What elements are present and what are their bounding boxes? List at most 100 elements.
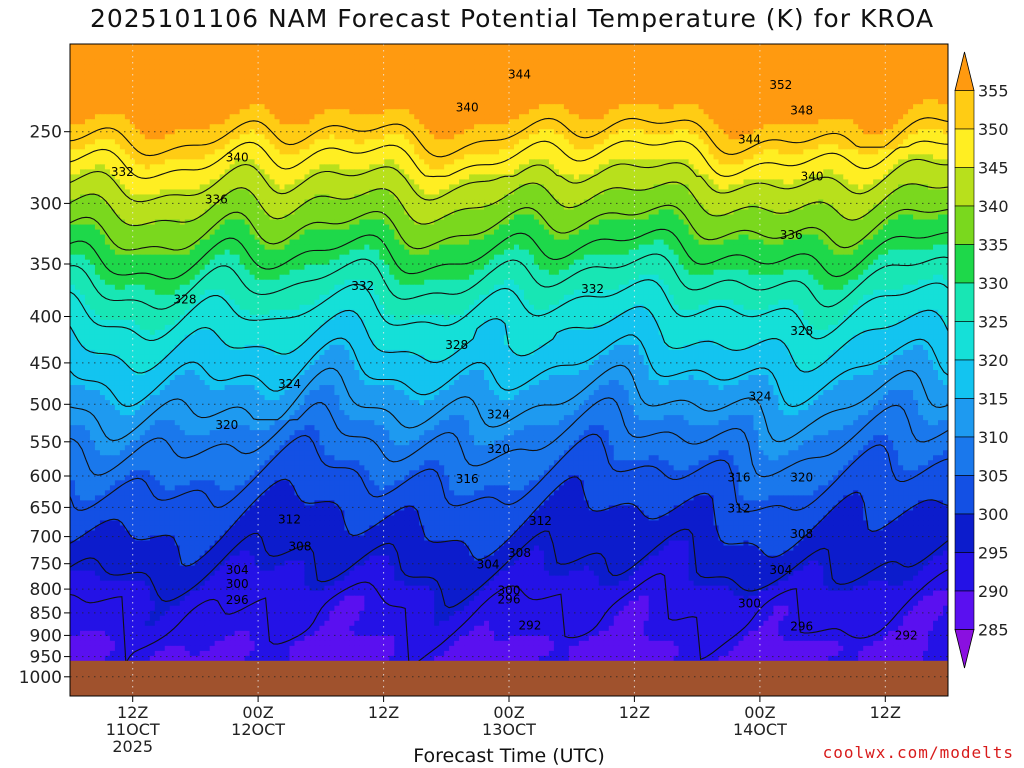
field-cell [793, 79, 799, 85]
field-cell [848, 119, 854, 125]
field-cell [429, 169, 435, 175]
field-cell [848, 94, 854, 100]
field-cell [928, 99, 934, 105]
field-cell [763, 84, 770, 90]
field-cell [808, 104, 814, 110]
field-cell [698, 154, 705, 160]
field-cell [903, 154, 909, 160]
field-cell [683, 94, 690, 100]
field-cell [873, 114, 879, 120]
field-cell [928, 54, 934, 60]
field-cell [259, 109, 266, 115]
field-cell [114, 119, 121, 125]
field-cell [843, 89, 849, 95]
field-cell [229, 174, 236, 181]
field-cell [618, 99, 625, 105]
field-cell [788, 119, 794, 125]
field-cell [928, 119, 934, 125]
field-cell [329, 129, 335, 135]
field-cell [898, 174, 904, 181]
field-cell [319, 164, 326, 170]
field-cell [643, 74, 650, 80]
field-cell [124, 139, 131, 145]
field-cell [289, 124, 296, 130]
field-cell [798, 74, 804, 80]
field-cell [903, 79, 909, 85]
field-cell [379, 114, 385, 120]
field-cell [893, 89, 899, 95]
field-cell [434, 119, 440, 125]
field-cell [808, 129, 814, 135]
field-cell [499, 59, 505, 65]
field-cell [84, 149, 91, 155]
field-cell [593, 54, 600, 60]
field-cell [194, 44, 201, 50]
field-cell [174, 69, 181, 75]
field-cell [568, 154, 575, 160]
field-cell [489, 54, 495, 60]
field-cell [553, 84, 560, 90]
field-cell [334, 154, 340, 160]
field-cell [703, 54, 710, 60]
field-cell [119, 154, 126, 160]
field-cell [878, 154, 884, 160]
field-cell [464, 149, 470, 155]
field-cell [194, 59, 201, 65]
field-cell [928, 64, 934, 70]
field-cell [439, 174, 445, 181]
field-cell [548, 149, 555, 155]
field-cell [843, 159, 849, 165]
field-cell [479, 149, 485, 155]
field-cell [134, 139, 141, 145]
field-cell [174, 129, 181, 135]
field-cell [359, 134, 365, 140]
field-cell [234, 84, 241, 90]
field-cell [908, 74, 914, 80]
field-cell [518, 144, 525, 150]
field-cell [414, 129, 420, 135]
field-cell [264, 84, 271, 90]
field-cell [558, 159, 565, 165]
field-cell [74, 94, 81, 100]
field-cell [449, 94, 455, 100]
field-cell [778, 119, 784, 125]
field-cell [808, 84, 814, 90]
field-cell [778, 64, 784, 70]
field-cell [429, 49, 435, 55]
field-cell [793, 139, 799, 145]
field-cell [249, 44, 256, 50]
field-cell [783, 159, 789, 165]
field-cell [244, 114, 251, 120]
field-cell [813, 149, 819, 155]
field-cell [943, 179, 948, 186]
field-cell [369, 114, 375, 120]
field-cell [843, 59, 849, 65]
field-cell [374, 119, 380, 125]
field-cell [194, 139, 201, 145]
field-cell [803, 54, 809, 60]
field-cell [683, 109, 690, 115]
field-cell [663, 89, 670, 95]
field-cell [818, 54, 824, 60]
field-cell [683, 179, 690, 186]
field-cell [474, 174, 480, 181]
field-cell [733, 79, 740, 85]
field-cell [868, 104, 874, 110]
field-cell [464, 169, 470, 175]
field-cell [424, 149, 430, 155]
field-cell [598, 144, 605, 150]
field-cell [444, 104, 450, 110]
field-cell [174, 139, 181, 145]
field-cell [698, 94, 705, 100]
field-cell [449, 144, 455, 150]
field-cell [943, 94, 948, 100]
field-cell [329, 139, 335, 145]
field-cell [718, 69, 725, 75]
field-cell [134, 84, 141, 90]
field-cell [638, 54, 645, 60]
field-cell [558, 119, 565, 125]
field-cell [923, 79, 929, 85]
field-cell [199, 44, 206, 50]
field-cell [733, 64, 740, 70]
field-cell [129, 169, 136, 175]
